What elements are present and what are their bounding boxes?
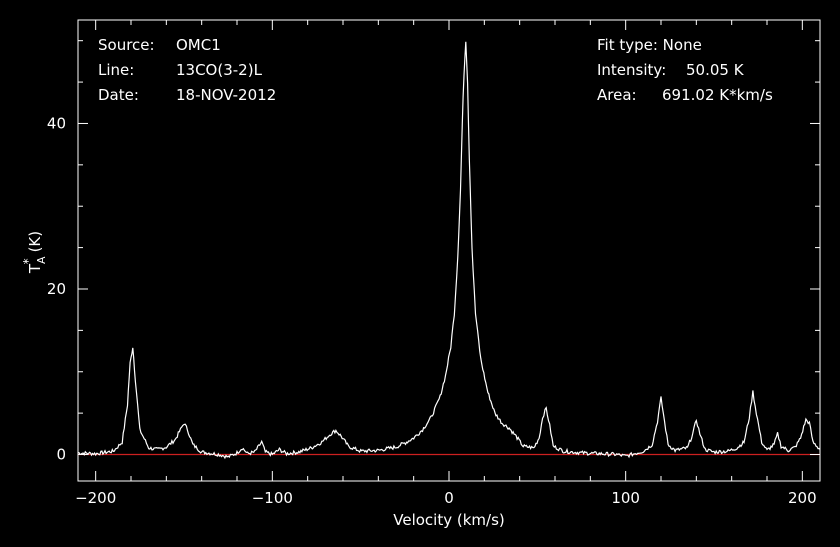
intensity-value: 50.05 K (686, 61, 745, 79)
source-label: Source: (98, 36, 155, 54)
y-tick-label: 20 (47, 280, 66, 298)
area-value: 691.02 K*km/s (662, 86, 773, 104)
y-tick-label: 0 (56, 446, 66, 464)
line-label: Line: (98, 61, 134, 79)
x-axis-ticks: −200 −100 0 100 200 (75, 20, 817, 507)
y-axis-label-main: T (26, 263, 44, 274)
y-axis-ticks: 0 20 40 (47, 40, 820, 464)
intensity-label: Intensity: (597, 61, 666, 79)
x-tick-label: 100 (611, 489, 640, 507)
date-value: 18-NOV-2012 (176, 86, 276, 104)
x-tick-label: 200 (788, 489, 817, 507)
x-tick-label: −100 (252, 489, 293, 507)
y-axis-label-unit: (K) (26, 231, 44, 253)
source-value: OMC1 (176, 36, 221, 54)
x-tick-label: −200 (75, 489, 116, 507)
svg-text:TA*(K): TA* (K) (21, 231, 48, 274)
y-axis-label: TA* (K) (21, 231, 48, 274)
x-tick-label: 0 (444, 489, 454, 507)
line-value: 13CO(3-2)L (176, 61, 263, 79)
y-axis-label-star: * (21, 258, 35, 264)
x-axis-label: Velocity (km/s) (393, 511, 504, 529)
spectrum-line (77, 41, 821, 460)
y-axis-label-sub: A (35, 256, 48, 264)
y-tick-label: 40 (47, 114, 66, 132)
fit-type-text: Fit type: None (597, 36, 702, 54)
area-label: Area: (597, 86, 637, 104)
date-label: Date: (98, 86, 139, 104)
